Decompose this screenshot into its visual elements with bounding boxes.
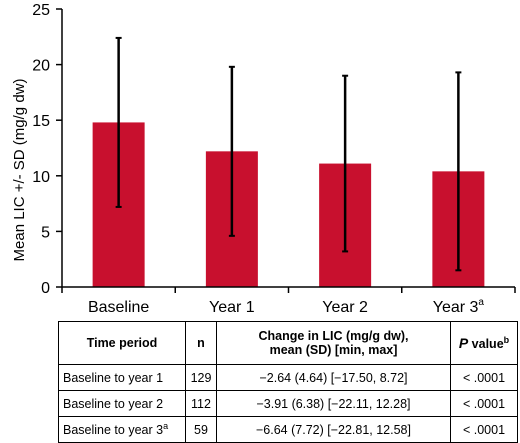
row-n: 129 <box>185 364 217 391</box>
bars <box>92 122 485 287</box>
x-tick-label: Year 3a <box>433 297 485 312</box>
y-axis-label: Mean LIC +/- SD (mg/g dw) <box>11 79 28 262</box>
y-tick-label: 10 <box>32 169 50 186</box>
header-n: n <box>185 321 217 365</box>
x-tick-label: Year 2 <box>322 299 368 312</box>
row-period-text: Baseline to year 3 <box>63 422 164 437</box>
row-p: < .0001 <box>450 364 518 391</box>
header-p-italic: P <box>458 335 469 351</box>
row-period-text: Baseline to year 1 <box>63 370 164 385</box>
row-p: < .0001 <box>450 416 518 443</box>
y-tick-label: 5 <box>41 224 50 241</box>
header-p-rest: value <box>468 337 504 351</box>
y-tick-label: 0 <box>41 280 50 297</box>
header-change-line2: mean (SD) [min, max] <box>269 343 398 357</box>
row-period: Baseline to year 2 <box>58 390 186 417</box>
y-tick-label: 20 <box>32 58 50 75</box>
row-period-sup: a <box>163 420 169 431</box>
header-p-value: P valueb <box>450 321 518 365</box>
x-tick-label: Baseline <box>88 299 149 312</box>
row-change: −3.91 (6.38) [−22.11, 12.28] <box>216 390 451 417</box>
x-tick-label-sup: a <box>478 297 484 308</box>
row-period: Baseline to year 1 <box>58 364 186 391</box>
error-bars <box>115 36 462 272</box>
table-header-row: Time period n Change in LIC (mg/g dw), m… <box>58 321 518 365</box>
x-axis: Baseline Year 1 Year 2 Year 3a <box>61 286 516 312</box>
row-p: < .0001 <box>450 390 518 417</box>
y-tick-label: 15 <box>32 113 50 130</box>
y-tick-label: 25 <box>32 2 50 19</box>
table-row: Baseline to year 1 129 −2.64 (4.64) [−17… <box>58 364 518 391</box>
row-change: −2.64 (4.64) [−17.50, 8.72] <box>216 364 451 391</box>
row-change: −6.64 (7.72) [−22.81, 12.58] <box>216 416 451 443</box>
lic-change-table: Time period n Change in LIC (mg/g dw), m… <box>58 321 518 443</box>
header-change: Change in LIC (mg/g dw), mean (SD) [min,… <box>216 321 451 365</box>
header-time-period: Time period <box>58 321 186 365</box>
row-period-text: Baseline to year 2 <box>63 396 164 411</box>
row-n: 112 <box>185 390 217 417</box>
row-n: 59 <box>185 416 217 443</box>
x-tick-label: Year 1 <box>209 299 255 312</box>
header-change-line1: Change in LIC (mg/g dw), <box>258 329 409 343</box>
table-row: Baseline to year 3a 59 −6.64 (7.72) [−22… <box>58 416 518 443</box>
y-axis: 0 5 10 15 20 25 <box>32 2 63 297</box>
lic-bar-chart: 0 5 10 15 20 25 Baseline Year 1 Year 2 Year 3a M… <box>11 2 516 312</box>
table-row: Baseline to year 2 112 −3.91 (6.38) [−22… <box>58 390 518 417</box>
header-p-sup: b <box>503 334 510 345</box>
row-period: Baseline to year 3a <box>58 416 186 443</box>
